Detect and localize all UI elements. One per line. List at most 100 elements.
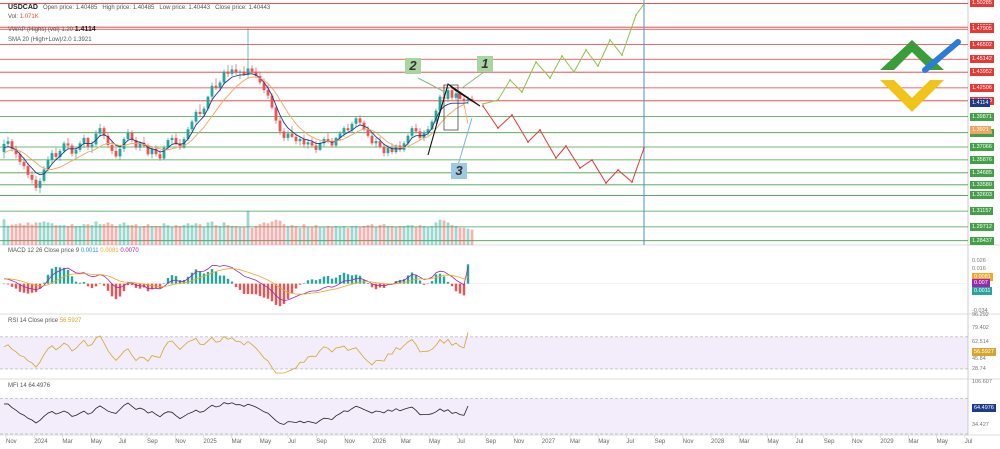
logo-yellow-chevron: [880, 80, 944, 112]
bullish-forecast-point: [521, 91, 523, 93]
candle-body: [462, 98, 466, 101]
candle-body: [390, 147, 394, 153]
candle-body: [146, 146, 150, 155]
time-axis-label: Sep: [316, 439, 327, 445]
rsi-scale-label: 28.74: [972, 365, 986, 372]
macd-histogram-bar: [250, 283, 254, 295]
macd-histogram-bar: [106, 283, 110, 291]
macd-scale-label: 0.016: [972, 266, 986, 273]
time-axis-label: Nov: [6, 439, 17, 445]
macd-histogram-bar: [310, 279, 314, 284]
candle-body: [102, 128, 106, 136]
time-axis-label: Nov: [852, 439, 863, 445]
bearish-forecast-point: [605, 182, 607, 184]
volume-bar: [2, 219, 6, 245]
candle-body: [170, 137, 174, 141]
candle-body: [226, 71, 230, 74]
candle-body: [266, 90, 270, 96]
candle-body: [374, 141, 378, 144]
volume-bar: [70, 224, 74, 245]
candle-body: [10, 141, 14, 149]
candle-body: [454, 93, 458, 98]
volume-bar: [406, 225, 410, 245]
candle-body: [242, 71, 246, 75]
macd-histogram-bar: [50, 268, 54, 284]
volume-bar: [298, 227, 302, 245]
vol-label: Vol:: [8, 14, 19, 20]
candle-body: [430, 121, 434, 130]
price-tag-vwap: 1.4114: [970, 98, 991, 107]
macd-histogram-bar: [158, 283, 162, 289]
candle-body: [414, 128, 418, 132]
candle-body: [90, 144, 94, 147]
volume-bar: [346, 227, 350, 245]
candle-body: [138, 142, 142, 148]
volume-bar: [330, 226, 334, 245]
bullish-forecast-point: [561, 55, 563, 57]
volume-bar: [106, 222, 110, 245]
volume-bar: [14, 224, 18, 245]
macd-histogram-bar: [226, 278, 230, 284]
macd-histogram-bar: [314, 280, 318, 284]
volume-bar: [210, 221, 214, 245]
macd-value-2: 0.0081: [100, 248, 119, 254]
volume-bar: [234, 226, 238, 245]
macd-scale-label: 0.007: [972, 278, 990, 287]
macd-histogram-bar: [86, 283, 90, 287]
volume-bar: [34, 222, 38, 245]
candle-body: [342, 128, 346, 134]
candle-body: [114, 150, 118, 157]
macd-signal-line: [3, 268, 469, 295]
candle-body: [58, 150, 62, 157]
price-tag-support: 1.32603: [970, 191, 994, 200]
volume-bar: [242, 226, 246, 245]
rsi-scale-label: 62.514: [972, 338, 989, 345]
volume-bar: [206, 222, 210, 245]
candle-body: [46, 159, 50, 170]
time-axis-label: Sep: [654, 439, 666, 445]
macd-histogram-bar: [182, 280, 186, 284]
macd-legend: MACD 12 26 Close price 9 0.0011 0.0081 0…: [8, 248, 139, 254]
time-axis-label: May: [767, 439, 779, 445]
mfi-scale-label: 34.427: [972, 421, 989, 428]
candle-body: [434, 110, 438, 122]
macd-histogram-bar: [66, 269, 70, 284]
price-tag-resistance: 1.46502: [970, 40, 994, 49]
macd-histogram-bar: [166, 277, 170, 284]
bullish-forecast-point: [585, 49, 587, 51]
sma-line: [3, 76, 469, 170]
time-axis-label: Nov: [175, 439, 186, 445]
volume-bar: [246, 211, 250, 245]
macd-value-3: 0.0070: [120, 248, 139, 254]
macd-histogram-bar: [274, 283, 278, 305]
macd-scale-label: 0.026: [972, 258, 986, 264]
volume-bar: [386, 226, 390, 245]
volume-bar: [166, 225, 170, 245]
wave-label-2: 2: [405, 58, 421, 74]
volume-bar: [322, 226, 326, 245]
candle-body: [282, 131, 286, 138]
bearish-forecast-point: [555, 157, 557, 159]
macd-histogram-bar: [330, 278, 334, 284]
bullish-forecast-point: [643, 3, 645, 5]
candle-body: [38, 180, 42, 188]
candle-body: [310, 142, 314, 146]
macd-histogram-bar: [322, 276, 326, 284]
vwap-label: VWAP (Highs) (vol) 1.20: [8, 27, 74, 33]
candle-body: [326, 139, 330, 142]
price-tag-resistance: 1.47905: [970, 25, 994, 34]
bearish-forecast-point: [617, 169, 619, 171]
volume-bar: [214, 225, 218, 245]
candle-body: [314, 145, 318, 150]
macd-histogram-bar: [10, 283, 14, 287]
candle-body: [222, 71, 226, 83]
volume-bar: [382, 224, 386, 245]
candle-body: [258, 76, 262, 83]
volume-bar: [450, 225, 454, 245]
symbol-legend: USDCAD Open price: 1.40485 High price: 1…: [8, 4, 270, 11]
volume-bar: [202, 226, 206, 245]
candle-body: [194, 111, 198, 122]
mfi-label: MFI 14: [8, 383, 27, 389]
volume-bar: [294, 226, 298, 245]
